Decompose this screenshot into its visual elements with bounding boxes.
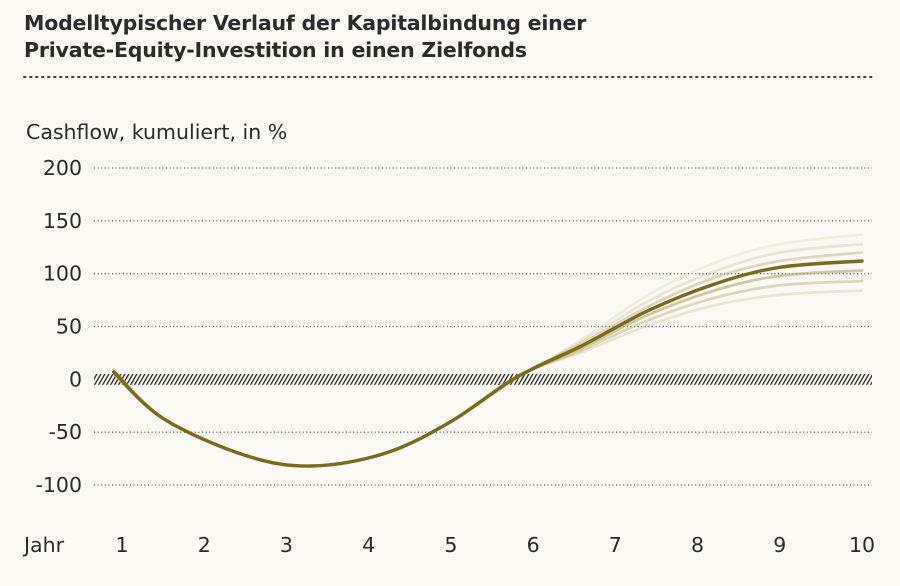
series-line-band <box>112 233 864 468</box>
x-tick-label: 9 <box>773 533 786 557</box>
zero-line <box>94 373 872 385</box>
y-tick-label: -50 <box>49 420 82 444</box>
x-tick-label: 5 <box>444 533 457 557</box>
chart-title-line-2: Private-Equity-Investition in einen Ziel… <box>24 38 527 62</box>
y-tick-label: -100 <box>35 473 82 497</box>
x-tick-label: 8 <box>691 533 704 557</box>
x-tick-label: 6 <box>527 533 540 557</box>
x-tick-label: 3 <box>280 533 293 557</box>
chart-title-line-1: Modelltypischer Verlauf der Kapitalbindu… <box>24 11 587 35</box>
x-axis-label: Jahr <box>22 533 65 557</box>
series-line-main <box>112 259 864 468</box>
x-tick-label: 7 <box>609 533 622 557</box>
x-tick-label: 2 <box>198 533 211 557</box>
chart-title: Modelltypischer Verlauf der Kapitalbindu… <box>24 10 884 64</box>
y-tick-label: 0 <box>69 367 82 391</box>
y-tick-label: 200 <box>43 156 82 180</box>
x-tick-labels: 1 2 3 4 5 6 7 8 9 10 <box>115 533 875 557</box>
series-line-band <box>112 279 864 468</box>
y-tick-label: 50 <box>56 315 82 339</box>
x-tick-label: 1 <box>115 533 128 557</box>
y-axis-label: Cashflow, kumuliert, in % <box>26 120 287 144</box>
x-tick-label: 4 <box>362 533 375 557</box>
series-group <box>112 233 864 468</box>
x-tick-label: 10 <box>849 533 875 557</box>
y-tick-labels: 200 150 100 50 0 -50 -100 <box>35 156 82 497</box>
grid-lines <box>94 167 872 486</box>
y-tick-label: 100 <box>43 262 82 286</box>
y-tick-label: 150 <box>43 209 82 233</box>
series-line-band <box>112 251 864 468</box>
